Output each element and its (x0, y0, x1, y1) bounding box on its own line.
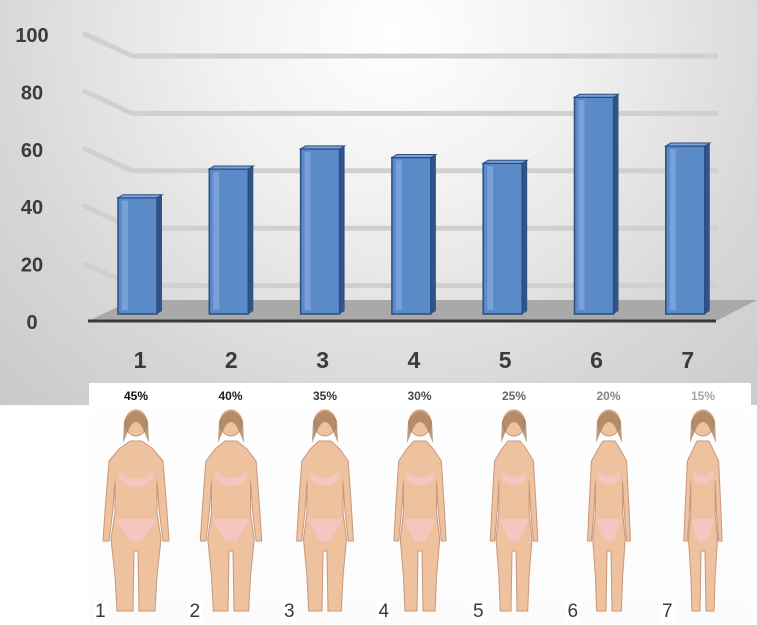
bar-highlight (669, 149, 676, 310)
bar-highlight (395, 160, 402, 310)
bar-side (522, 160, 528, 314)
bar (298, 145, 347, 315)
bar-side (157, 194, 162, 314)
bar-top (572, 93, 621, 98)
x-tick-label: 2 (225, 347, 238, 373)
woman-figure-illustration (489, 409, 539, 612)
bar-top (663, 142, 712, 147)
bar-highlight (213, 172, 220, 310)
gridline (82, 31, 719, 59)
woman-figure-illustration (586, 409, 631, 612)
body-fat-percent-label: 20% (596, 389, 621, 403)
body-fat-percent-label: 30% (407, 389, 432, 403)
bar (572, 93, 621, 315)
body-fat-percent-label: 15% (690, 389, 716, 403)
body-fat-percent-label: 45% (123, 389, 149, 403)
x-tick-label: 5 (499, 347, 512, 373)
body-figure: 35% 3 (278, 383, 372, 625)
figure-number-label: 4 (376, 601, 392, 622)
woman-figure-illustration (392, 409, 447, 612)
body-figure: 15% 7 (656, 383, 750, 625)
bar (116, 194, 164, 315)
body-fat-percent-label: 25% (501, 389, 527, 403)
bar-top (298, 145, 347, 150)
bar (390, 154, 438, 315)
figure-number-label: 2 (187, 601, 203, 622)
bar (663, 142, 712, 315)
bar-side (704, 143, 710, 314)
body-figure: 40% 2 (184, 383, 278, 625)
bar-side (248, 166, 254, 314)
y-tick-label: 100 (15, 25, 48, 47)
y-tick-label: 80 (21, 82, 43, 104)
y-tick-label: 40 (21, 197, 43, 219)
gridline (82, 88, 719, 116)
bar-side (613, 94, 619, 315)
body-figure: 30% 4 (373, 383, 467, 625)
figure-number-label: 1 (93, 601, 108, 622)
y-tick-label: 0 (26, 312, 37, 334)
bar (481, 159, 530, 315)
body-figure: 45% 1 (89, 383, 183, 625)
bar-top (390, 154, 438, 159)
x-tick-label: 7 (681, 347, 694, 373)
bar-chart: 0 20 40 60 80 100 1 2 3 4 5 6 7 (0, 0, 757, 405)
x-tick-label: 4 (408, 347, 421, 373)
woman-figure-illustration (296, 409, 354, 612)
figure-number-label: 6 (565, 601, 581, 622)
figure-number-label: 3 (282, 601, 297, 622)
woman-figure-illustration (199, 409, 262, 612)
y-tick-label: 20 (21, 255, 43, 277)
bar-top (481, 159, 530, 164)
bar-highlight (578, 100, 585, 311)
y-tick-label: 60 (21, 140, 43, 162)
bar-highlight (304, 151, 311, 310)
bar-highlight (487, 166, 494, 310)
bar-highlight (122, 200, 128, 310)
body-fat-percent-label: 35% (312, 389, 338, 403)
bar-top (207, 165, 256, 170)
bar-top (116, 194, 164, 199)
bar-side (339, 145, 345, 314)
bar-chart-svg: 0 20 40 60 80 100 1 2 3 4 5 6 7 (15, 25, 757, 373)
x-tick-label: 3 (316, 347, 329, 373)
body-fat-percent-label: 40% (218, 389, 243, 403)
figure-number-label: 7 (660, 601, 675, 622)
bar (207, 165, 256, 315)
x-tick-label: 1 (134, 347, 147, 373)
x-tick-label: 6 (590, 347, 603, 373)
woman-figure-illustration (683, 409, 723, 612)
body-figure: 25% 5 (467, 383, 561, 625)
figure-number-label: 5 (471, 601, 486, 622)
body-fat-figures: 45% 1 40% 2 35% 3 30% 4 25% 5 20% 6 15% 7 (89, 383, 751, 625)
woman-figure-illustration (102, 409, 170, 612)
body-figure: 20% 6 (562, 383, 656, 625)
bar-side (430, 154, 436, 314)
